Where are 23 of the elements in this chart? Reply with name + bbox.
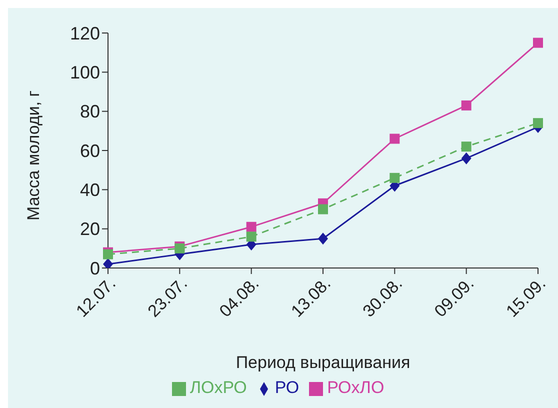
point — [533, 118, 543, 128]
legend-label: РОxЛО — [327, 378, 384, 397]
y-tick-label: 0 — [90, 258, 100, 278]
y-tick-label: 20 — [80, 219, 100, 240]
point — [461, 152, 472, 164]
point — [318, 204, 328, 214]
y-tick-label: 120 — [70, 23, 100, 44]
y-axis-title: Масса молоди, г — [24, 90, 44, 220]
legend-label: РО — [274, 378, 300, 397]
legend-label: ЛОxРО — [190, 378, 247, 397]
point — [246, 222, 256, 232]
point — [390, 172, 400, 183]
point — [461, 142, 472, 152]
y-tick-label: 80 — [80, 102, 100, 122]
y-tick-label: 100 — [70, 62, 100, 83]
point — [533, 38, 543, 48]
y-tick-label: 60 — [80, 140, 100, 161]
x-axis-title: Период выращивания — [236, 353, 410, 372]
point — [246, 232, 256, 242]
point — [461, 100, 472, 110]
y-tick-label: 40 — [80, 180, 100, 200]
point — [390, 134, 400, 144]
point — [318, 232, 328, 245]
